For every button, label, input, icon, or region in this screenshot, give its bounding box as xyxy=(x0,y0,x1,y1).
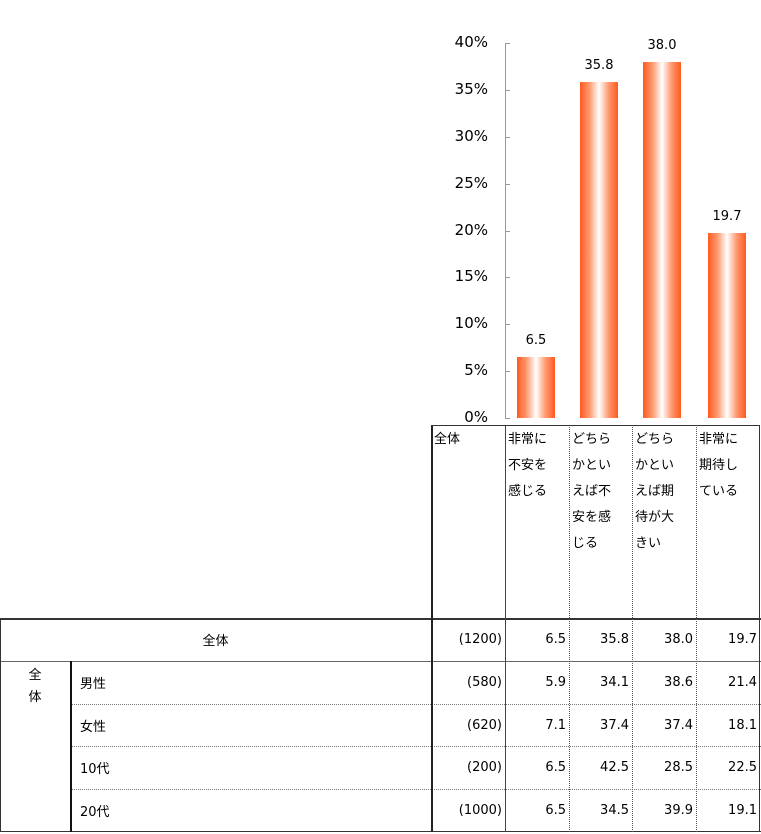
row-label: 全体 xyxy=(202,634,229,649)
y-tick-label: 20% xyxy=(454,220,488,239)
column-header: 非常に 期待し ている xyxy=(699,432,739,499)
row-value: 6.5 xyxy=(545,632,566,647)
row-value: 34.1 xyxy=(600,675,629,690)
column-header: どちら かとい えば不 安を感 じる xyxy=(572,432,612,551)
table-bottom-line xyxy=(0,831,761,832)
row-value: 37.4 xyxy=(600,717,629,733)
row-value: 5.9 xyxy=(545,675,566,690)
group-label: 全 体 xyxy=(28,668,42,705)
y-tick-mark xyxy=(505,183,510,185)
row-label: 10代 xyxy=(80,762,110,777)
header-top-line xyxy=(431,425,760,426)
table-top-line xyxy=(0,618,761,620)
row-n: (1000) xyxy=(458,803,502,818)
row-value: 38.6 xyxy=(664,675,693,690)
header-total: 全体 xyxy=(434,432,461,447)
row-value: 42.5 xyxy=(600,760,629,775)
y-tick-mark xyxy=(505,89,510,91)
y-tick-mark xyxy=(505,277,510,279)
row-value: 6.5 xyxy=(545,760,566,775)
y-tick-label: 30% xyxy=(454,126,488,145)
row-value: 18.1 xyxy=(728,717,757,733)
row-label: 女性 xyxy=(80,719,107,735)
row-n: (1200) xyxy=(458,632,502,647)
row-n: (580) xyxy=(467,675,502,690)
y-tick-label: 15% xyxy=(454,267,488,286)
row-value: 34.5 xyxy=(600,803,629,818)
row-value: 7.1 xyxy=(545,717,566,733)
row-n: (200) xyxy=(467,760,502,775)
row-label: 20代 xyxy=(80,805,110,820)
row-value: 22.5 xyxy=(728,760,757,775)
row-divider xyxy=(70,746,761,747)
bar xyxy=(517,357,555,418)
row-value: 19.7 xyxy=(728,632,757,647)
column-header: どちら かとい えば期 待が大 きい xyxy=(635,432,675,551)
row-n: (620) xyxy=(467,717,502,733)
row-value: 6.5 xyxy=(545,803,566,818)
y-tick-mark xyxy=(505,43,510,44)
col-line xyxy=(431,425,433,832)
data-label: 19.7 xyxy=(712,209,742,225)
y-tick-label: 25% xyxy=(454,173,488,192)
row-divider xyxy=(70,789,761,790)
row-value: 19.1 xyxy=(728,803,757,818)
col-line xyxy=(696,425,697,832)
left-border xyxy=(0,618,1,832)
row-line xyxy=(0,661,761,662)
row-value: 39.9 xyxy=(664,803,693,818)
row-divider xyxy=(70,704,761,705)
y-tick-mark xyxy=(505,418,510,419)
row-label: 男性 xyxy=(80,677,107,692)
bar xyxy=(643,61,681,418)
row-value: 37.4 xyxy=(664,717,693,733)
col-line xyxy=(569,425,570,832)
y-tick-mark xyxy=(505,371,510,373)
y-tick-mark xyxy=(505,230,510,232)
data-label: 38.0 xyxy=(647,37,677,53)
column-header: 非常に 不安を 感じる xyxy=(508,432,548,499)
y-tick-label: 35% xyxy=(454,79,488,98)
row-value: 38.0 xyxy=(664,632,693,647)
row-value: 28.5 xyxy=(664,760,693,775)
y-tick-mark xyxy=(505,136,510,138)
y-tick-label: 10% xyxy=(454,314,488,333)
row-value: 21.4 xyxy=(728,675,757,690)
bar xyxy=(580,82,618,418)
group-divider xyxy=(70,661,72,832)
bar xyxy=(708,233,746,418)
y-tick-label: 40% xyxy=(454,33,488,51)
col-line xyxy=(632,425,633,832)
col-line xyxy=(505,425,506,832)
right-border xyxy=(759,425,760,832)
y-tick-mark xyxy=(505,324,510,326)
data-label: 35.8 xyxy=(584,58,614,74)
y-tick-label: 5% xyxy=(464,361,488,380)
row-value: 35.8 xyxy=(600,632,629,647)
y-tick-label: 0% xyxy=(464,408,488,426)
data-label: 6.5 xyxy=(525,333,547,349)
